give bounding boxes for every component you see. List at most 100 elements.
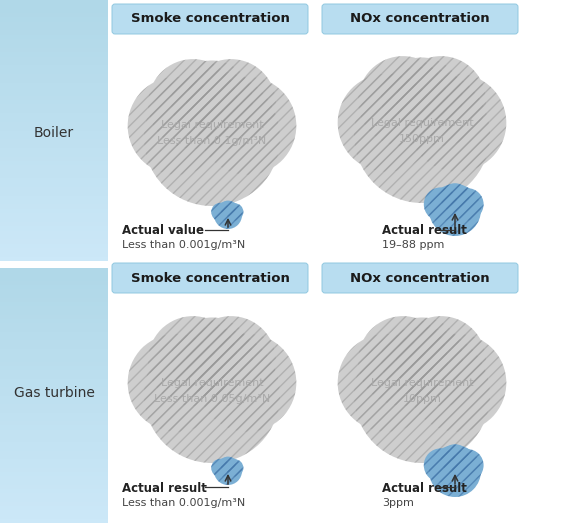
Bar [0,105,108,109]
Bar [0,48,108,52]
Bar [0,113,108,118]
Bar [0,161,108,165]
Bar [0,35,108,39]
Bar [0,349,108,353]
Circle shape [198,77,296,175]
Bar [0,485,108,489]
Bar [0,302,108,306]
Bar [0,65,108,70]
Bar [0,218,108,222]
Bar [0,319,108,323]
Bar [0,30,108,35]
Bar [0,143,108,148]
Bar [0,0,108,4]
Bar [0,277,108,281]
Circle shape [354,67,490,203]
Text: Legal requirement: Legal requirement [161,378,264,388]
Bar [0,17,108,22]
Bar [0,366,108,370]
Bar [0,100,108,105]
Bar [0,425,108,429]
Circle shape [214,201,242,229]
Bar [0,306,108,311]
Bar [0,248,108,252]
Bar [0,400,108,404]
Bar [0,165,108,169]
Text: Legal requirement: Legal requirement [371,378,473,388]
Bar [0,345,108,349]
Bar [0,239,108,244]
Circle shape [144,70,280,206]
Circle shape [128,77,225,175]
Bar [0,289,108,293]
Bar [0,285,108,289]
Bar [0,481,108,485]
Bar [0,96,108,100]
Circle shape [424,187,457,221]
Circle shape [220,457,235,472]
Bar [0,4,108,9]
Bar [0,92,108,96]
Circle shape [409,334,506,431]
Bar [0,131,108,135]
Bar [0,395,108,400]
Bar [0,122,108,126]
Text: Less than 0.05g/m³N: Less than 0.05g/m³N [154,394,270,404]
Circle shape [409,74,506,172]
Circle shape [211,459,229,477]
Bar [0,191,108,196]
Bar [0,231,108,235]
Bar [0,257,108,261]
Bar [0,281,108,285]
Bar [0,196,108,200]
Text: Actual result: Actual result [122,483,207,495]
Text: Less than 0.001g/m³N: Less than 0.001g/m³N [122,240,245,250]
Bar [0,178,108,183]
Bar [0,408,108,413]
Bar [0,109,108,113]
Text: 3ppm: 3ppm [382,498,414,508]
Bar [0,353,108,357]
Bar [0,187,108,191]
Bar [0,404,108,408]
Text: 19–88 ppm: 19–88 ppm [382,240,445,250]
Bar [0,213,108,218]
Bar [0,506,108,510]
Text: 10ppm: 10ppm [402,394,441,404]
Bar [0,22,108,26]
Circle shape [214,457,242,485]
Bar [0,83,108,87]
Bar [0,70,108,74]
Bar [108,0,562,523]
Bar [0,169,108,174]
Circle shape [338,334,436,431]
Bar [0,417,108,421]
Bar [0,323,108,327]
Bar [0,222,108,226]
Bar [0,336,108,340]
Circle shape [186,316,276,406]
Text: Less than 0.1g/m³N: Less than 0.1g/m³N [157,136,266,146]
Bar [0,489,108,493]
Text: Actual value: Actual value [122,224,204,237]
Circle shape [358,56,448,146]
Bar [0,235,108,239]
Text: Smoke concentration: Smoke concentration [130,271,289,285]
Bar [0,421,108,425]
Bar [0,43,108,48]
Circle shape [211,203,229,221]
Bar [0,183,108,187]
Text: Boiler: Boiler [34,126,74,140]
Bar [0,429,108,434]
Bar [0,87,108,92]
Bar [0,39,108,43]
Circle shape [171,61,253,142]
Bar [0,226,108,231]
Circle shape [226,203,243,221]
Text: 150ppm: 150ppm [399,134,445,144]
Text: Gas turbine: Gas turbine [13,386,94,400]
Bar [0,74,108,78]
FancyBboxPatch shape [112,4,308,34]
Bar [0,493,108,497]
Bar [0,148,108,152]
